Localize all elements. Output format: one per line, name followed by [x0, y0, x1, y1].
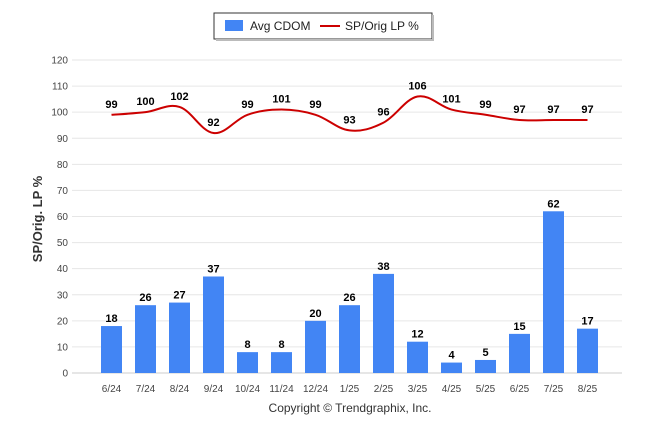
bar-data-label: 5 — [482, 347, 488, 359]
bar — [339, 305, 360, 373]
bar — [101, 326, 122, 373]
x-tick-label: 8/25 — [578, 384, 598, 395]
y-tick-label: 100 — [51, 108, 68, 119]
y-tick-label: 40 — [57, 264, 69, 275]
x-tick-label: 12/24 — [303, 384, 328, 395]
bar — [305, 320, 326, 373]
y-tick-label: 10 — [57, 342, 69, 353]
x-tick-label: 6/24 — [102, 384, 122, 395]
bar-data-label: 62 — [547, 198, 559, 210]
bar-data-label: 4 — [448, 350, 455, 362]
y-axis-title: SP/Orig. LP % — [30, 175, 45, 262]
y-tick-label: 120 — [51, 56, 68, 67]
bar-data-label: 27 — [173, 290, 185, 302]
y-tick-label: 50 — [57, 238, 69, 249]
data-labels: 18 26 27 37 8 8 20 26 38 12 4 5 15 62 17 99 100 102 92 99 10… — [105, 81, 593, 362]
bar-data-label: 18 — [105, 313, 117, 325]
bar — [373, 273, 394, 373]
line-series — [111, 95, 588, 135]
line-data-label: 92 — [207, 117, 219, 129]
y-tick-label: 80 — [57, 160, 69, 171]
y-tick-label: 20 — [57, 316, 69, 327]
line-data-label: 101 — [272, 94, 290, 106]
bar-data-label: 8 — [244, 339, 250, 351]
bar — [577, 328, 598, 373]
line-data-label: 99 — [241, 99, 253, 111]
x-tick-label: 4/25 — [442, 384, 462, 395]
x-tick-label: 9/24 — [204, 384, 224, 395]
x-tick-label: 11/24 — [269, 384, 294, 395]
x-axis-ticks: 6/24 7/24 8/24 9/24 10/24 11/24 12/24 1/25 2/25 3… — [102, 384, 598, 395]
bar-data-label: 12 — [411, 329, 423, 341]
bar — [543, 211, 564, 373]
legend-label-line: SP/Orig LP % — [345, 19, 419, 33]
x-tick-label: 10/24 — [235, 384, 260, 395]
legend-shadow-side — [432, 15, 434, 41]
y-tick-label: 0 — [62, 369, 68, 380]
line-data-label: 96 — [377, 107, 389, 119]
line-data-label: 101 — [442, 94, 460, 106]
line-path — [111, 95, 588, 135]
y-tick-label: 60 — [57, 212, 69, 223]
bar-data-label: 37 — [207, 263, 219, 275]
bar — [271, 352, 292, 373]
x-tick-label: 7/24 — [136, 384, 156, 395]
bar — [407, 341, 428, 373]
x-tick-label: 3/25 — [408, 384, 428, 395]
bar — [237, 352, 258, 373]
legend-swatch-bar — [225, 20, 243, 31]
bar-data-label: 26 — [343, 292, 355, 304]
bar — [169, 302, 190, 373]
bar — [475, 359, 496, 373]
bar-data-label: 26 — [139, 292, 151, 304]
y-axis-ticks: 0 10 20 30 40 50 60 70 80 90 100 110 120 — [51, 56, 68, 380]
y-tick-label: 110 — [52, 82, 68, 93]
bar — [203, 276, 224, 373]
line-data-label: 97 — [513, 104, 525, 116]
copyright-footer: Copyright © Trendgraphix, Inc. — [269, 401, 432, 415]
line-data-label: 102 — [170, 91, 188, 103]
line-data-label: 93 — [343, 114, 355, 126]
y-tick-label: 90 — [57, 134, 69, 145]
line-data-label: 100 — [136, 96, 154, 108]
x-tick-label: 6/25 — [510, 384, 530, 395]
x-tick-label: 2/25 — [374, 384, 394, 395]
bar-data-label: 17 — [581, 316, 593, 328]
legend: Avg CDOM SP/Orig LP % — [213, 12, 434, 41]
bar-data-label: 38 — [377, 261, 389, 273]
bar — [135, 305, 156, 373]
y-tick-label: 70 — [57, 186, 69, 197]
bar — [441, 362, 462, 373]
x-tick-label: 7/25 — [544, 384, 564, 395]
line-data-label: 106 — [408, 81, 426, 93]
bar-data-label: 20 — [309, 308, 321, 320]
line-data-label: 99 — [309, 99, 321, 111]
bar-series — [101, 211, 598, 373]
grid-lines — [72, 59, 622, 374]
bar-data-label: 8 — [278, 339, 284, 351]
x-tick-label: 8/24 — [170, 384, 190, 395]
x-tick-label: 5/25 — [476, 384, 496, 395]
line-data-label: 99 — [479, 99, 491, 111]
bar-data-label: 15 — [513, 321, 525, 333]
legend-shadow — [216, 39, 434, 41]
line-data-label: 97 — [581, 104, 593, 116]
legend-label-bar: Avg CDOM — [250, 19, 310, 33]
x-tick-label: 1/25 — [340, 384, 360, 395]
bar — [509, 333, 530, 373]
line-data-label: 99 — [105, 99, 117, 111]
line-data-label: 97 — [547, 104, 559, 116]
y-tick-label: 30 — [57, 290, 69, 301]
